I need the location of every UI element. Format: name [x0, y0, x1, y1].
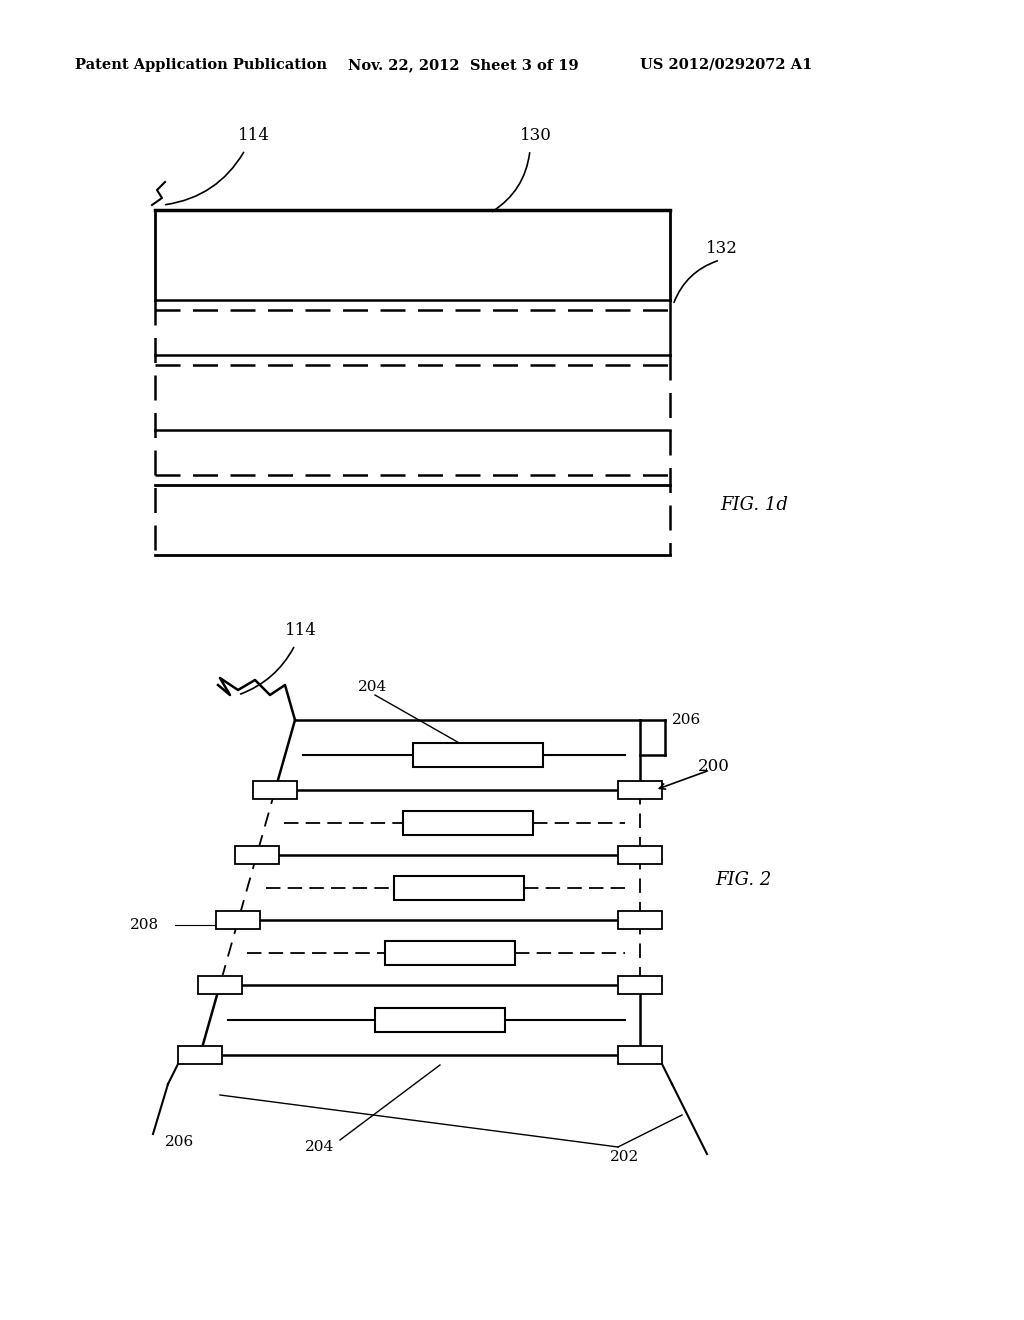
Text: Nov. 22, 2012  Sheet 3 of 19: Nov. 22, 2012 Sheet 3 of 19 — [348, 58, 579, 73]
Text: 200: 200 — [698, 758, 730, 775]
Bar — [618, 975, 662, 994]
Text: 130: 130 — [520, 127, 552, 144]
Bar — [413, 743, 543, 767]
Bar — [234, 846, 279, 865]
Bar — [253, 781, 297, 799]
Text: 206: 206 — [672, 713, 701, 727]
Text: 114: 114 — [238, 127, 270, 144]
Bar — [178, 1045, 222, 1064]
Bar — [216, 911, 260, 929]
Bar — [403, 810, 532, 834]
Text: 204: 204 — [305, 1140, 334, 1154]
Bar — [375, 1008, 505, 1032]
Bar — [394, 875, 523, 899]
Bar — [198, 975, 242, 994]
Text: FIG. 2: FIG. 2 — [715, 871, 771, 888]
Text: 206: 206 — [165, 1135, 195, 1148]
Text: Patent Application Publication: Patent Application Publication — [75, 58, 327, 73]
Bar — [618, 846, 662, 865]
Bar — [618, 1045, 662, 1064]
Bar — [618, 781, 662, 799]
Text: US 2012/0292072 A1: US 2012/0292072 A1 — [640, 58, 812, 73]
Text: 208: 208 — [130, 917, 159, 932]
Text: 132: 132 — [706, 240, 738, 257]
Text: 202: 202 — [610, 1150, 639, 1164]
Text: 204: 204 — [358, 680, 387, 694]
Bar — [385, 940, 514, 965]
Text: 114: 114 — [285, 622, 316, 639]
Bar — [618, 911, 662, 929]
Text: FIG. 1d: FIG. 1d — [720, 496, 787, 513]
